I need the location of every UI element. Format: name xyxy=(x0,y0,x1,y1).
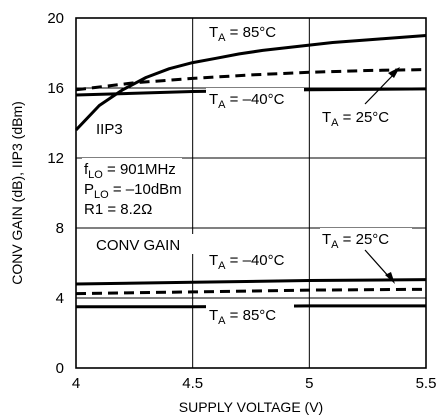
y-tick-label: 16 xyxy=(47,80,64,97)
x-tick-label: 4.5 xyxy=(182,375,203,392)
annotations: IIP3 CONV GAIN fLO = 901MHz PLO = –10dBm… xyxy=(82,21,414,328)
arrow-gain-25-head xyxy=(385,272,395,284)
condition-plo: PLO = –10dBm xyxy=(84,181,182,201)
plot-frame xyxy=(75,17,427,369)
y-tick-label: 8 xyxy=(56,220,64,237)
label-gain-m40: TA = –40°C xyxy=(209,252,285,272)
label-mask-conditions xyxy=(82,158,182,224)
x-tick-label: 4 xyxy=(72,375,80,392)
series-line-conv-gain-25 xyxy=(75,287,427,296)
label-mask-iip3 xyxy=(92,118,132,138)
series-line-conv-gain-m40 xyxy=(75,278,427,286)
y-axis-title: CONV GAIN (dB), IIP3 (dBm) xyxy=(9,101,25,285)
label-mask-gain-25 xyxy=(320,228,412,250)
series-line-iip3-25 xyxy=(75,68,427,92)
condition-r1: R1 = 8.2Ω xyxy=(84,201,152,218)
label-gain-25: TA = 25°C xyxy=(322,231,389,251)
label-mask-iip3-85 xyxy=(206,21,292,43)
arrow-iip3-25 xyxy=(364,71,397,105)
gain-label: CONV GAIN xyxy=(96,237,180,254)
label-iip3-m40: TA = –40°C xyxy=(209,91,285,111)
label-mask-gain-m40 xyxy=(206,249,304,271)
y-tick-label: 20 xyxy=(47,10,64,27)
arrow-iip3-25-head xyxy=(388,67,400,78)
y-tick-label: 0 xyxy=(56,360,64,377)
label-iip3-25: TA = 25°C xyxy=(322,109,389,129)
x-tick-label: 5.5 xyxy=(416,375,437,392)
label-gain-85: TA = 85°C xyxy=(209,307,276,327)
x-tick-label: 5 xyxy=(305,375,313,392)
iip3-label: IIP3 xyxy=(96,121,123,138)
y-tick-label: 12 xyxy=(47,150,64,167)
label-iip3-85: TA = 85°C xyxy=(209,24,276,44)
arrow-gain-25 xyxy=(364,249,391,279)
series-line-iip3-85 xyxy=(74,34,427,132)
condition-flo: fLO = 901MHz xyxy=(84,161,176,181)
label-mask-gain xyxy=(92,234,202,254)
y-tick-label: 4 xyxy=(56,290,64,307)
label-mask-gain-85 xyxy=(206,304,294,328)
label-mask-iip3-m40 xyxy=(206,88,304,112)
x-axis-title: SUPPLY VOLTAGE (V) xyxy=(179,399,323,415)
label-mask-iip3-25 xyxy=(320,106,414,130)
